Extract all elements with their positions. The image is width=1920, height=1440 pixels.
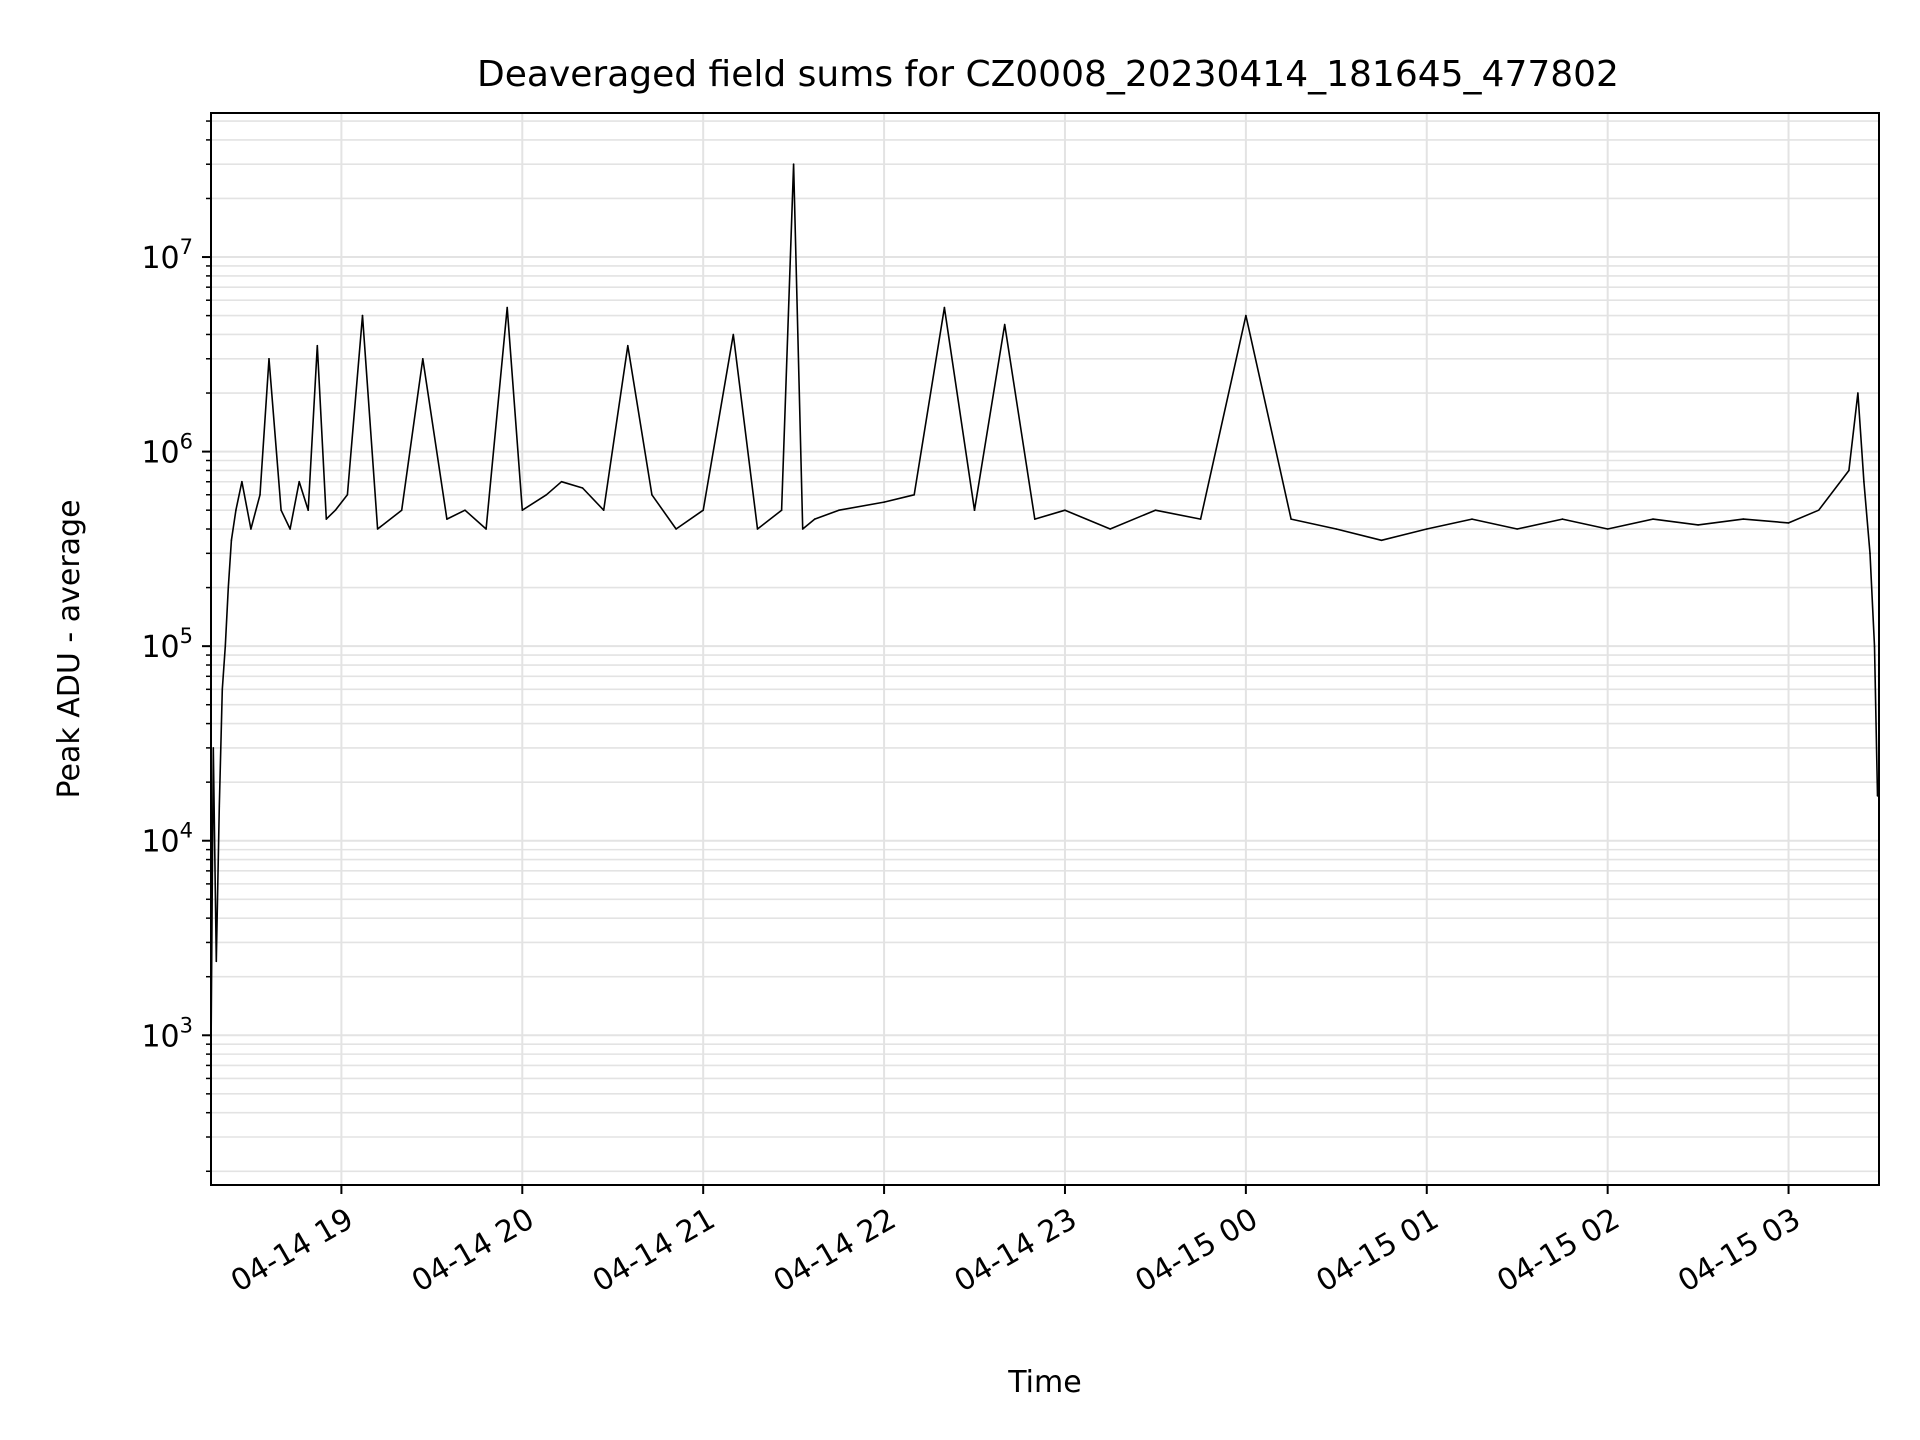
grid	[211, 113, 1879, 1185]
data-point	[1034, 518, 1036, 520]
data-point	[212, 747, 215, 749]
data-point	[241, 480, 243, 483]
data-point	[973, 509, 976, 512]
data-point	[1742, 518, 1745, 520]
data-point	[307, 509, 310, 512]
data-point	[1697, 524, 1699, 526]
data-point	[280, 509, 282, 512]
data-point	[1561, 518, 1564, 520]
plot-frame	[210, 112, 1880, 1186]
data-point	[346, 494, 349, 496]
data-point	[780, 509, 783, 512]
data-point	[1426, 528, 1428, 530]
data-point	[334, 509, 337, 512]
data-point	[250, 528, 252, 530]
data-point	[400, 509, 403, 512]
data-point	[1335, 528, 1338, 530]
plot-area	[210, 163, 1879, 1055]
data-point	[1873, 645, 1876, 647]
data-point	[1817, 509, 1820, 512]
data-point	[913, 494, 915, 496]
data-point	[1471, 518, 1473, 520]
y-axis-label: Peak ADU - average	[52, 499, 87, 798]
data-point	[1869, 552, 1871, 555]
data-point	[1516, 528, 1518, 530]
data-point	[1199, 518, 1202, 520]
data-point	[1848, 469, 1850, 472]
y-tick-label: 103	[141, 1013, 193, 1054]
y-tick-label: 106	[141, 430, 193, 471]
data-point	[227, 586, 230, 589]
data-point	[422, 358, 424, 360]
data-point	[268, 358, 270, 360]
data-point	[1380, 539, 1383, 542]
data-point	[560, 480, 563, 483]
data-point	[702, 509, 704, 512]
chart-title: Deaveraged field sums for CZ0008_2023041…	[477, 54, 1619, 95]
data-point	[325, 518, 328, 520]
data-point	[602, 509, 605, 512]
data-point	[521, 509, 524, 512]
data-point	[230, 539, 233, 542]
data-point	[316, 344, 319, 347]
data-point	[218, 805, 221, 808]
data-point	[801, 528, 804, 530]
y-tick-label: 104	[141, 819, 193, 860]
y-axis-tick-labels: 103 104 105 106 107	[141, 235, 193, 1054]
data-point	[1787, 522, 1790, 524]
data-point	[627, 344, 629, 347]
data-point	[235, 509, 237, 512]
data-point	[1154, 509, 1157, 512]
data-point	[581, 487, 584, 489]
data-point	[1109, 528, 1111, 530]
y-tick-label: 107	[141, 235, 193, 276]
y-tick-label: 105	[141, 624, 193, 665]
data-point	[651, 494, 653, 496]
data-point	[1857, 392, 1859, 394]
data-point	[545, 494, 548, 496]
data-point	[1064, 509, 1066, 512]
data-point	[756, 528, 759, 530]
data-point	[361, 314, 364, 317]
data-point	[1290, 518, 1292, 520]
x-axis-label: Time	[1007, 1365, 1081, 1400]
data-point	[732, 333, 735, 336]
data-point	[224, 645, 227, 647]
data-point	[464, 509, 466, 512]
data-point	[215, 960, 218, 963]
data-point	[675, 528, 677, 530]
data-point	[1606, 528, 1609, 530]
data-point	[1652, 518, 1654, 520]
data-point	[506, 306, 509, 309]
data-point	[792, 163, 795, 165]
data-point	[485, 528, 487, 530]
data-point	[1876, 795, 1879, 797]
data-point	[838, 509, 840, 512]
data-point	[883, 501, 885, 503]
data-point	[943, 306, 946, 309]
data-point	[376, 528, 379, 530]
data-point	[1863, 480, 1865, 483]
data-point	[259, 494, 261, 496]
data-point	[1245, 314, 1247, 317]
data-point	[221, 688, 224, 691]
data-point	[446, 518, 448, 520]
axis-ticks	[202, 120, 1790, 1194]
data-point	[813, 518, 816, 520]
data-point	[298, 480, 301, 483]
data-point	[1003, 323, 1006, 326]
data-point	[289, 528, 291, 530]
